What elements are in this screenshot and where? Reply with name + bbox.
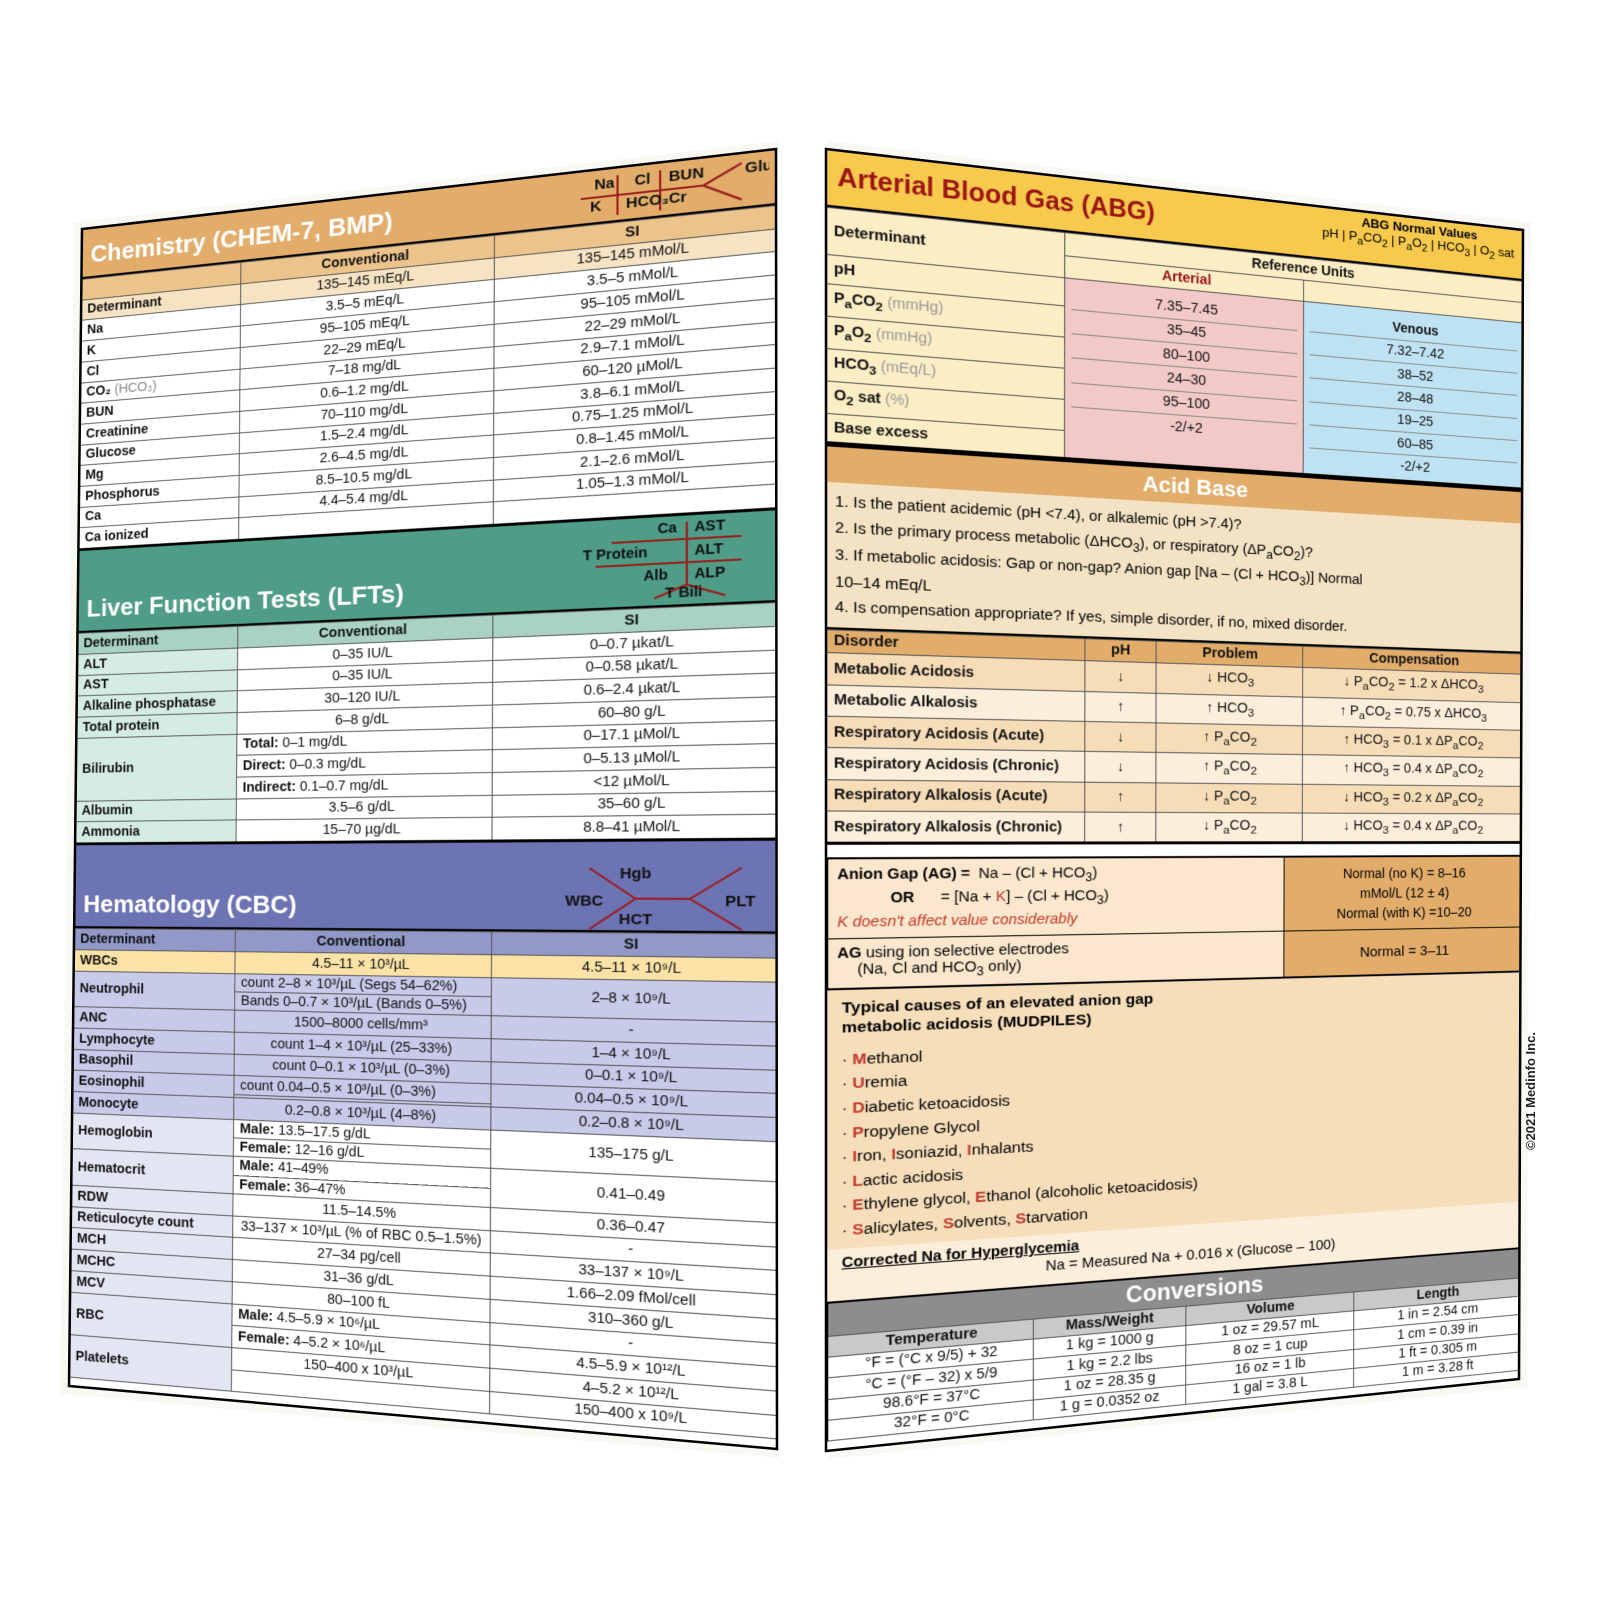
svg-text:Na: Na [594, 174, 615, 193]
svg-text:ALT: ALT [694, 541, 723, 559]
svg-text:PLT: PLT [725, 892, 756, 910]
svg-text:ALP: ALP [694, 564, 725, 582]
svg-text:Glu: Glu [745, 156, 769, 176]
svg-text:K: K [590, 197, 602, 215]
svg-text:Ca: Ca [658, 520, 679, 537]
svg-text:AST: AST [694, 517, 725, 535]
svg-text:HCO₃: HCO₃ [626, 190, 669, 211]
svg-text:HCT: HCT [619, 911, 653, 928]
svg-text:Hgb: Hgb [620, 865, 651, 882]
svg-text:Cl: Cl [635, 170, 651, 189]
svg-text:BUN: BUN [669, 164, 704, 185]
svg-text:Cr: Cr [669, 188, 687, 207]
svg-text:WBC: WBC [565, 892, 603, 909]
svg-text:T Bili: T Bili [665, 584, 702, 602]
svg-text:Alb: Alb [644, 567, 669, 584]
svg-text:T Protein: T Protein [583, 545, 648, 564]
